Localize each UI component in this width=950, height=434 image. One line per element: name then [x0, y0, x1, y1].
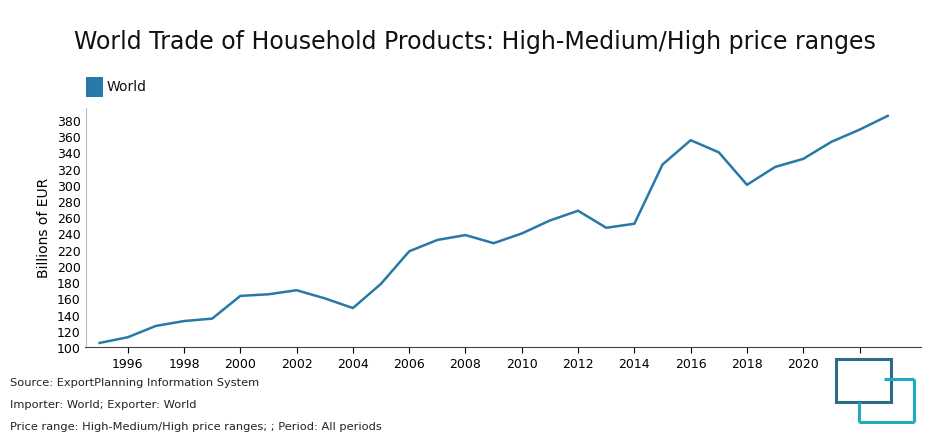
Text: World Trade of Household Products: High-Medium/High price ranges: World Trade of Household Products: High-…	[74, 30, 876, 54]
Text: World: World	[106, 80, 146, 94]
Text: Source: ExportPlanning Information System: Source: ExportPlanning Information Syste…	[10, 378, 258, 388]
Text: Price range: High-Medium/High price ranges; ; Period: All periods: Price range: High-Medium/High price rang…	[10, 421, 381, 431]
Y-axis label: Billions of EUR: Billions of EUR	[37, 178, 51, 278]
Bar	[836, 359, 891, 402]
Text: Importer: World; Exporter: World: Importer: World; Exporter: World	[10, 399, 196, 409]
